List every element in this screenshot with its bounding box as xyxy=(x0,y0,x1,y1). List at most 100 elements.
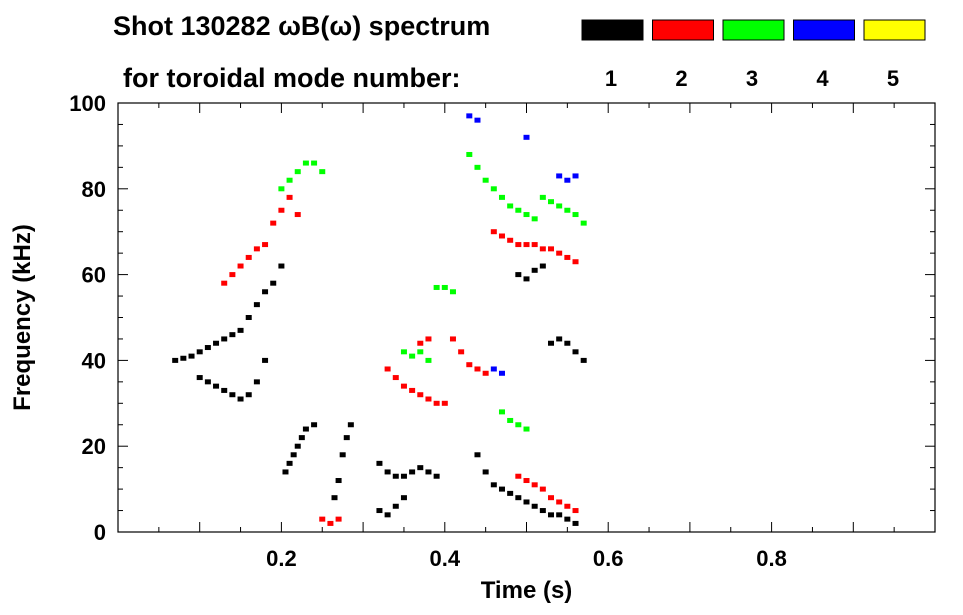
data-point-n1 xyxy=(290,452,297,458)
data-point-n4 xyxy=(498,370,505,376)
data-point-n1 xyxy=(213,340,220,346)
x-tick-label: 0.8 xyxy=(756,546,787,571)
data-point-n4 xyxy=(523,134,530,140)
data-point-n3 xyxy=(278,186,285,192)
legend: 1 2 3 4 5 xyxy=(581,19,926,91)
data-point-n4 xyxy=(466,113,473,119)
data-point-n1 xyxy=(335,478,342,484)
x-tick-label: 0.4 xyxy=(430,546,461,571)
data-point-n1 xyxy=(204,379,211,385)
data-point-n1 xyxy=(180,355,187,361)
data-point-n2 xyxy=(466,362,473,368)
y-tick-label: 40 xyxy=(82,348,106,373)
data-point-n1 xyxy=(523,276,530,282)
chart-header: Shot 130282 ωB(ω) spectrum for toroidal … xyxy=(113,11,490,93)
y-tick-label: 0 xyxy=(94,520,106,545)
x-tick-label: 0.2 xyxy=(266,546,297,571)
y-axis: 0 20 40 60 80 100 xyxy=(69,91,935,545)
data-points xyxy=(172,113,587,526)
data-point-n1 xyxy=(572,349,579,355)
data-point-n1 xyxy=(409,469,416,475)
data-point-n4 xyxy=(490,366,497,372)
data-point-n2 xyxy=(572,508,579,514)
data-point-n2 xyxy=(409,387,416,393)
data-point-n3 xyxy=(507,203,514,209)
data-point-n2 xyxy=(335,516,342,522)
data-point-n2 xyxy=(556,250,563,256)
data-point-n1 xyxy=(298,435,305,441)
legend-label: 2 xyxy=(675,66,687,91)
data-point-n2 xyxy=(237,263,244,269)
data-point-n1 xyxy=(302,426,309,432)
data-point-n2 xyxy=(531,242,538,248)
data-point-n1 xyxy=(384,469,391,475)
data-point-n2 xyxy=(433,400,440,406)
data-point-n1 xyxy=(564,516,571,522)
data-point-n2 xyxy=(564,254,571,260)
data-point-n2 xyxy=(482,370,489,376)
data-point-n3 xyxy=(441,284,448,290)
data-point-n2 xyxy=(245,254,252,260)
data-point-n2 xyxy=(564,503,571,509)
data-point-n2 xyxy=(523,478,530,484)
data-point-n1 xyxy=(556,512,563,518)
data-point-n3 xyxy=(311,160,318,166)
data-point-n2 xyxy=(229,272,236,278)
data-point-n3 xyxy=(482,177,489,183)
data-point-n3 xyxy=(319,169,326,175)
data-point-n3 xyxy=(556,203,563,209)
data-point-n2 xyxy=(384,366,391,372)
data-point-n2 xyxy=(319,516,326,522)
legend-swatch xyxy=(652,19,714,41)
data-point-n3 xyxy=(474,164,481,170)
data-point-n1 xyxy=(384,512,391,518)
data-point-n3 xyxy=(425,357,432,363)
data-point-n4 xyxy=(564,177,571,183)
legend-label: 5 xyxy=(887,66,899,91)
data-point-n1 xyxy=(311,422,318,428)
legend-title: for toroidal mode number: xyxy=(123,63,461,93)
legend-swatch xyxy=(793,19,855,41)
y-tick-label: 60 xyxy=(82,263,106,288)
data-point-n1 xyxy=(253,302,260,308)
data-point-n2 xyxy=(490,229,497,235)
data-point-n1 xyxy=(253,379,260,385)
data-point-n3 xyxy=(417,349,424,355)
data-point-n3 xyxy=(515,207,522,213)
data-point-n2 xyxy=(458,349,465,355)
data-point-n2 xyxy=(498,233,505,239)
x-tick-label: 0.6 xyxy=(593,546,624,571)
data-point-n1 xyxy=(515,272,522,278)
data-point-n1 xyxy=(376,508,383,514)
plot-area: 0.2 0.4 0.6 0.8 0 20 40 60 80 100 xyxy=(69,91,936,571)
data-point-n2 xyxy=(572,259,579,265)
data-point-n1 xyxy=(196,349,203,355)
data-point-n1 xyxy=(539,508,546,514)
data-point-n3 xyxy=(580,220,587,226)
data-point-n2 xyxy=(548,495,555,501)
data-point-n1 xyxy=(474,452,481,458)
legend-label: 4 xyxy=(816,66,829,91)
data-point-n1 xyxy=(580,357,587,363)
legend-swatch xyxy=(722,19,785,41)
data-point-n2 xyxy=(425,396,432,402)
data-point-n1 xyxy=(507,490,514,496)
data-point-n1 xyxy=(392,473,399,479)
data-point-n1 xyxy=(531,267,538,273)
data-point-n2 xyxy=(425,336,432,342)
data-point-n2 xyxy=(253,246,260,252)
x-axis: 0.2 0.4 0.6 0.8 xyxy=(158,103,895,571)
data-point-n1 xyxy=(196,375,203,381)
data-point-n1 xyxy=(221,336,228,342)
data-point-n3 xyxy=(498,194,505,200)
data-point-n1 xyxy=(262,357,269,363)
legend-swatch xyxy=(863,19,926,41)
data-point-n1 xyxy=(237,396,244,402)
data-point-n1 xyxy=(229,392,236,398)
data-point-n1 xyxy=(331,495,338,501)
data-point-n2 xyxy=(327,520,334,526)
data-point-n3 xyxy=(466,151,473,157)
data-point-n1 xyxy=(229,332,236,338)
data-point-n1 xyxy=(245,315,252,320)
y-axis-label: Frequency (kHz) xyxy=(9,224,36,411)
